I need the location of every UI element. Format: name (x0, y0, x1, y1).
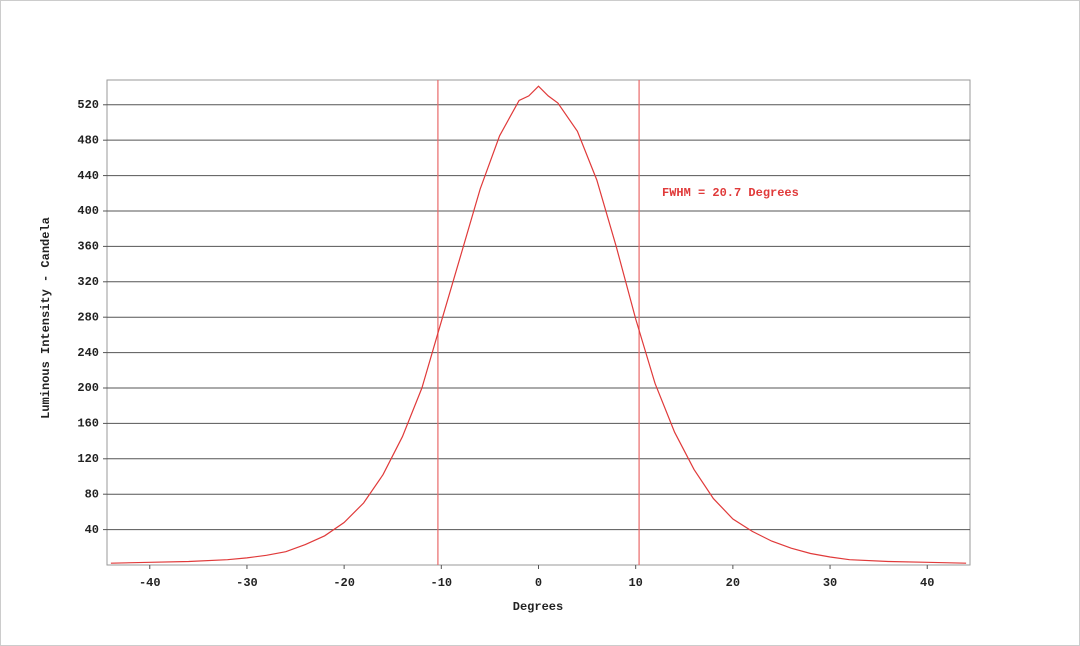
y-tick-label: 400 (77, 204, 99, 218)
x-tick-label: -40 (139, 576, 161, 590)
y-tick-label: 320 (77, 275, 99, 289)
x-tick-label: -10 (431, 576, 453, 590)
y-tick-label: 120 (77, 452, 99, 466)
x-tick-label: 30 (823, 576, 837, 590)
y-tick-label: 480 (77, 133, 99, 147)
intensity-curve (110, 85, 967, 564)
y-tick-label: 280 (77, 310, 99, 324)
x-tick-label: -20 (333, 576, 355, 590)
x-axis-title: Degrees (513, 600, 563, 614)
y-tick-label: 40 (85, 523, 99, 537)
y-tick-label: 360 (77, 240, 99, 254)
y-tick-label: 440 (77, 169, 99, 183)
y-tick-label: 520 (77, 98, 99, 112)
x-tick-label: 20 (726, 576, 740, 590)
x-tick-label: 10 (628, 576, 642, 590)
y-tick-label: 200 (77, 381, 99, 395)
x-tick-label: 0 (535, 576, 542, 590)
y-tick-label: 240 (77, 346, 99, 360)
y-axis-title: Luminous Intensity - Candela (39, 217, 53, 419)
y-tick-label: 160 (77, 417, 99, 431)
annotation: FWHM = 20.7 Degrees (662, 186, 799, 200)
x-tick-label: 40 (920, 576, 934, 590)
plot-area (106, 79, 971, 566)
y-tick-label: 80 (85, 487, 99, 501)
x-tick-label: -30 (236, 576, 258, 590)
